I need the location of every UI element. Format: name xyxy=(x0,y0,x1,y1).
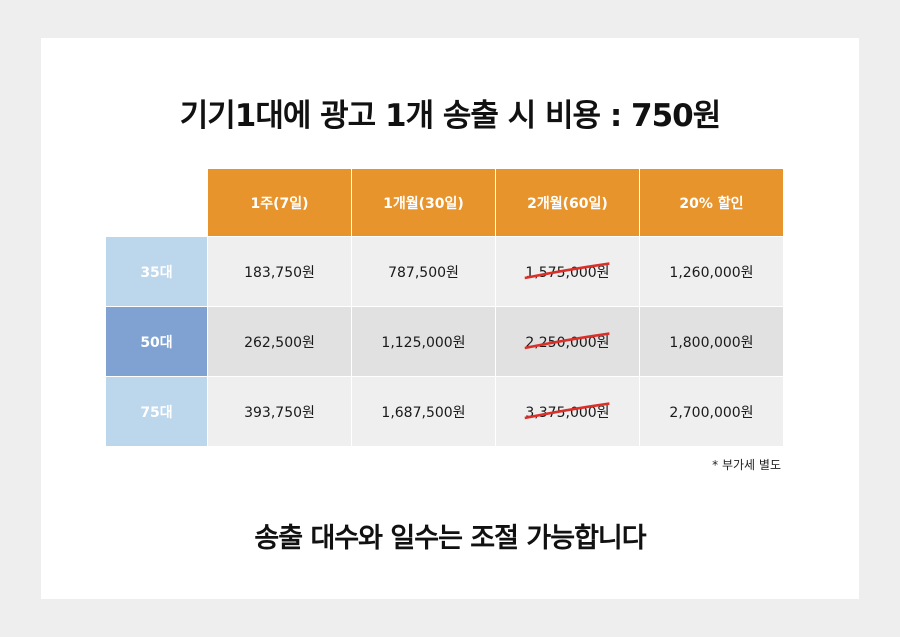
table-row: 50대 262,500원 1,125,000원 2,250,000원 1,800… xyxy=(106,307,783,376)
table-header-row: 1주(7일) 1개월(30일) 2개월(60일) 20% 할인 xyxy=(106,169,783,236)
row-label-50: 50대 xyxy=(106,307,207,376)
struck-price: 2,250,000원 xyxy=(525,331,610,352)
strikethrough-line xyxy=(525,261,610,279)
price-cell: 262,500원 xyxy=(208,307,351,376)
discount-price-cell: 1,260,000원 xyxy=(640,237,783,306)
page-title: 기기1대에 광고 1개 송출 시 비용 : 750원 xyxy=(179,98,722,134)
price-value: 2,250,000원 xyxy=(525,334,610,351)
price-value: 1,800,000원 xyxy=(669,334,754,351)
struck-price: 3,375,000원 xyxy=(525,401,610,422)
price-value: 1,125,000원 xyxy=(381,334,466,351)
strikethrough-line xyxy=(525,401,610,419)
price-value: 183,750원 xyxy=(244,264,315,281)
header-1month: 1개월(30일) xyxy=(352,169,495,236)
price-cell: 1,687,500원 xyxy=(352,377,495,446)
price-cell: 183,750원 xyxy=(208,237,351,306)
price-value: 3,375,000원 xyxy=(525,404,610,421)
price-cell: 1,575,000원 xyxy=(496,237,639,306)
price-cell: 787,500원 xyxy=(352,237,495,306)
discount-price-cell: 1,800,000원 xyxy=(640,307,783,376)
price-table: 1주(7일) 1개월(30일) 2개월(60일) 20% 할인 35대 183,… xyxy=(106,169,783,446)
price-cell: 393,750원 xyxy=(208,377,351,446)
price-value: 787,500원 xyxy=(388,264,459,281)
price-value: 1,575,000원 xyxy=(525,264,610,281)
struck-price: 1,575,000원 xyxy=(525,261,610,282)
header-2month: 2개월(60일) xyxy=(496,169,639,236)
footer-message: 송출 대수와 일수는 조절 가능합니다 xyxy=(254,523,646,554)
row-label-75: 75대 xyxy=(106,377,207,446)
price-card: 기기1대에 광고 1개 송출 시 비용 : 750원 1주(7일) 1개월(30… xyxy=(41,38,859,599)
price-value: 262,500원 xyxy=(244,334,315,351)
strikethrough-line xyxy=(525,331,610,349)
price-value: 393,750원 xyxy=(244,404,315,421)
header-1week: 1주(7일) xyxy=(208,169,351,236)
table-row: 75대 393,750원 1,687,500원 3,375,000원 2,700… xyxy=(106,377,783,446)
price-cell: 1,125,000원 xyxy=(352,307,495,376)
price-value: 1,687,500원 xyxy=(381,404,466,421)
price-cell: 2,250,000원 xyxy=(496,307,639,376)
price-value: 1,260,000원 xyxy=(669,264,754,281)
vat-note: * 부가세 별도 xyxy=(712,458,781,472)
price-value: 2,700,000원 xyxy=(669,404,754,421)
table-corner xyxy=(106,169,207,236)
price-cell: 3,375,000원 xyxy=(496,377,639,446)
table-row: 35대 183,750원 787,500원 1,575,000원 1,260,0… xyxy=(106,237,783,306)
header-discount: 20% 할인 xyxy=(640,169,783,236)
discount-price-cell: 2,700,000원 xyxy=(640,377,783,446)
row-label-35: 35대 xyxy=(106,237,207,306)
